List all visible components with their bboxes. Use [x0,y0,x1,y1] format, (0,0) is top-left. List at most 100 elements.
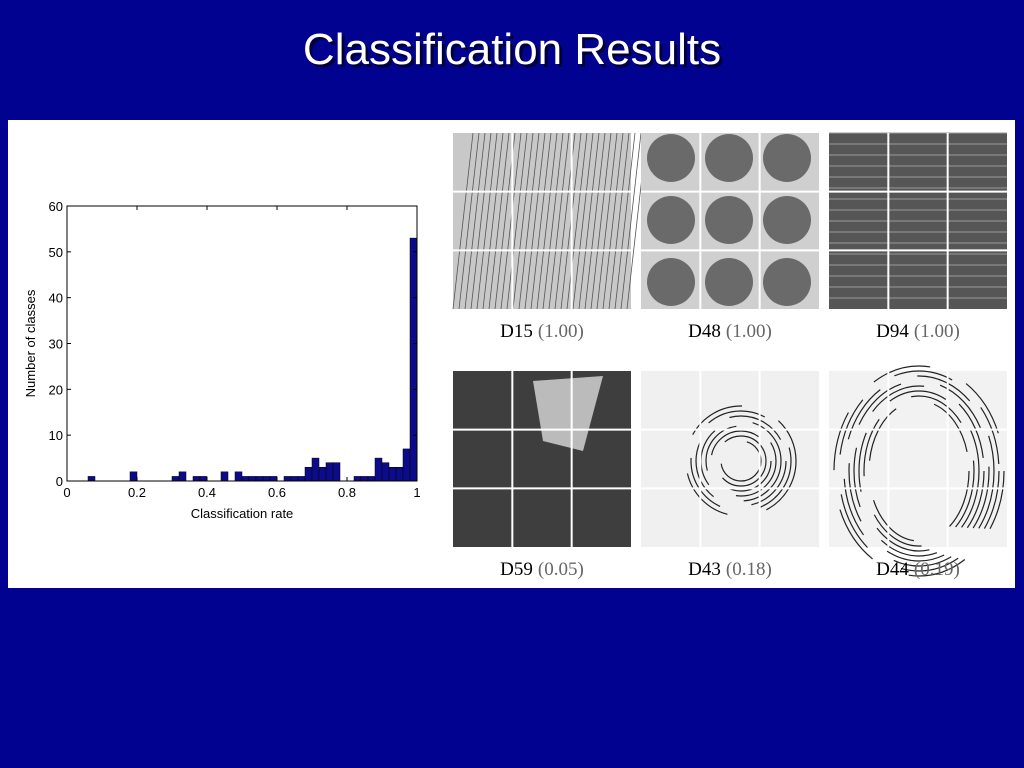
texture-rate: (0.19) [914,559,960,580]
stroke-arc [838,370,1000,572]
straw [512,132,534,310]
bar [325,462,334,482]
texture-blob [705,196,753,244]
stroke-arc [715,435,767,487]
bar [395,467,404,482]
bar [87,476,96,482]
bar [192,476,201,482]
y-tick-label: 10 [49,428,63,443]
straw [482,132,504,310]
stroke-arc [848,380,990,562]
bar [248,476,257,482]
texture-rate: (1.00) [538,321,584,342]
texture-caption: D94 (1.00) [876,321,960,342]
y-tick-label: 40 [49,291,63,306]
texture-blob [763,196,811,244]
bar [353,476,362,482]
bar [241,476,250,482]
bar [269,476,278,482]
straw [542,132,564,310]
straw [578,132,600,310]
straw [572,132,594,310]
bar [367,476,376,482]
straw [476,132,498,310]
texture-blob [647,134,695,182]
straw [602,132,624,310]
stroke-arc [720,440,762,482]
texture-name: D43 [688,559,721,580]
texture-blob [647,258,695,306]
texture-blob [647,196,695,244]
bar [381,462,390,482]
straw [536,132,558,310]
x-tick-label: 0.8 [338,485,356,500]
bar [129,471,138,482]
bar [311,457,320,482]
stroke-arc [695,415,787,507]
stroke-arc [685,405,797,517]
bar [290,476,299,482]
bar [402,448,411,482]
bar [318,467,327,482]
straw [500,132,522,310]
bar [374,457,383,482]
straw [518,132,540,310]
bar [409,237,418,482]
texture-blob [705,134,753,182]
straw [608,132,630,310]
texture-name: D48 [688,321,721,342]
stroke-arc [690,410,792,512]
straw [524,132,546,310]
x-axis-label: Classification rate [191,506,294,521]
straw [596,132,618,310]
straw [614,132,636,310]
y-tick-label: 50 [49,245,63,260]
bar [304,467,313,482]
straw [488,132,510,310]
straw [452,132,474,310]
texture-name: D94 [876,321,909,342]
y-tick-label: 0 [56,474,63,489]
straw [464,132,486,310]
texture-caption: D44 (0.19) [876,559,960,580]
texture-rate: (0.18) [726,559,772,580]
straw [458,132,480,310]
straw [620,132,642,310]
bar [220,471,229,482]
straw [548,132,570,310]
stroke-arc [858,390,980,552]
stroke-arc [863,395,975,547]
texture-caption: D59 (0.05) [500,559,584,580]
texture-caption: D43 (0.18) [688,559,772,580]
texture-rate: (1.00) [914,321,960,342]
bar [297,476,306,482]
stroke-arc [868,400,970,542]
bar [171,476,180,482]
title-shadow: Classification Results [306,28,724,77]
straw [584,132,606,310]
straw [566,132,588,310]
texture-name: D59 [500,559,533,580]
straw [530,132,552,310]
straw [590,132,612,310]
straw [506,132,528,310]
slide-title: Classification Results [303,25,721,74]
texture-blob [763,134,811,182]
crystal [533,376,603,451]
stroke-arc [843,375,995,567]
straw [470,132,492,310]
y-axis-label: Number of classes [23,289,38,397]
stroke-arc [833,365,1005,577]
stroke-arc [853,385,985,557]
x-tick-label: 0.6 [268,485,286,500]
texture-rate: (1.00) [726,321,772,342]
bar [234,471,243,482]
bar [262,476,271,482]
x-tick-label: 0 [63,485,70,500]
bar [255,476,264,482]
bar [178,471,187,482]
x-tick-label: 1 [413,485,420,500]
bar [199,476,208,482]
texture-image [641,371,819,547]
